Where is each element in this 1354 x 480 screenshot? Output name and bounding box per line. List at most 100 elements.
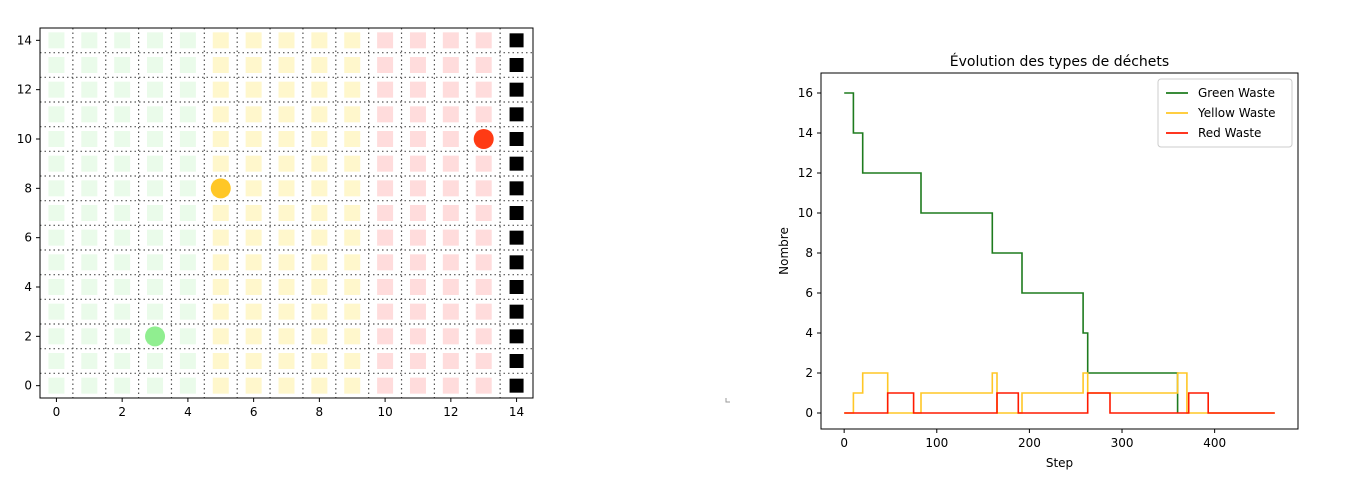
zone-cell <box>278 353 295 369</box>
zone-cell <box>442 155 459 172</box>
x-tick-label: 6 <box>250 405 258 419</box>
zone-cell <box>114 353 131 369</box>
zone-cell <box>409 106 426 123</box>
zone-cell <box>311 254 328 271</box>
zone-cell <box>409 180 426 197</box>
zone-cell <box>212 303 229 320</box>
zone-cell <box>245 353 262 369</box>
zone-cell <box>344 106 361 123</box>
zone-cell <box>377 254 394 271</box>
zone-cell <box>114 254 131 271</box>
zone-cell <box>114 205 131 221</box>
x-tick-label: 4 <box>184 405 192 419</box>
zone-cell <box>179 81 196 98</box>
zone-cell <box>179 131 196 147</box>
zone-cell <box>147 106 164 123</box>
zone-cell <box>344 328 361 345</box>
disposal-cell <box>509 329 524 344</box>
agent-marker <box>210 178 231 199</box>
disposal-cell <box>509 206 524 220</box>
zone-cell <box>48 131 65 147</box>
zone-cell <box>278 155 295 172</box>
zone-cell <box>475 229 492 246</box>
zone-cell <box>81 131 98 147</box>
x-tick-label: 0 <box>840 436 848 450</box>
y-tick-label: 0 <box>24 379 32 393</box>
zone-cell <box>311 353 328 369</box>
disposal-cell <box>509 58 524 72</box>
zone-cell <box>344 303 361 320</box>
zone-cell <box>147 131 164 147</box>
zone-cell <box>48 205 65 221</box>
zone-cell <box>311 229 328 246</box>
disposal-cell <box>509 181 524 196</box>
zone-cell <box>475 81 492 98</box>
zone-cell <box>344 279 361 295</box>
zone-cell <box>81 254 98 271</box>
zone-cell <box>409 155 426 172</box>
zone-cell <box>377 353 394 369</box>
disposal-cell <box>509 304 524 319</box>
zone-cell <box>48 377 65 394</box>
zone-cell <box>81 353 98 369</box>
zone-cell <box>48 229 65 246</box>
zone-cell <box>147 155 164 172</box>
zone-cell <box>377 377 394 394</box>
zone-cell <box>81 328 98 345</box>
disposal-cell <box>509 280 524 294</box>
zone-cell <box>48 81 65 98</box>
zone-cell <box>245 377 262 394</box>
zone-cell <box>409 377 426 394</box>
zone-cell <box>475 180 492 197</box>
zone-cell <box>442 254 459 271</box>
disposal-cell <box>509 255 524 270</box>
zone-cell <box>475 205 492 221</box>
zone-cell <box>245 81 262 98</box>
zone-cell <box>377 106 394 123</box>
zone-cell <box>475 328 492 345</box>
zone-cell <box>442 81 459 98</box>
zone-cell <box>311 32 328 49</box>
zone-cell <box>377 57 394 73</box>
zone-cell <box>147 205 164 221</box>
zone-cell <box>114 328 131 345</box>
zone-cell <box>81 303 98 320</box>
zone-cell <box>278 57 295 73</box>
zone-cell <box>212 353 229 369</box>
zone-cell <box>81 377 98 394</box>
zone-cell <box>245 57 262 73</box>
agent-marker <box>473 129 494 149</box>
zone-cell <box>278 180 295 197</box>
zone-cell <box>475 303 492 320</box>
zone-cell <box>344 377 361 394</box>
zone-cell <box>81 229 98 246</box>
zone-cell <box>442 229 459 246</box>
zone-cell <box>179 353 196 369</box>
zone-cell <box>179 106 196 123</box>
x-tick-label: 200 <box>1018 436 1041 450</box>
y-tick-label: 10 <box>798 206 813 220</box>
zone-cell <box>48 57 65 73</box>
zone-cell <box>311 377 328 394</box>
x-tick-label: 100 <box>925 436 948 450</box>
zone-cell <box>179 229 196 246</box>
zone-cell <box>48 254 65 271</box>
zone-cell <box>114 229 131 246</box>
zone-cell <box>48 328 65 345</box>
zone-cell <box>48 32 65 49</box>
zone-cell <box>147 32 164 49</box>
zone-cell <box>179 155 196 172</box>
zone-cell <box>344 81 361 98</box>
zone-cell <box>475 353 492 369</box>
zone-cell <box>311 328 328 345</box>
zone-cell <box>475 106 492 123</box>
disposal-cell <box>509 378 524 393</box>
zone-cell <box>344 229 361 246</box>
zone-cell <box>114 57 131 73</box>
y-tick-label: 6 <box>24 231 32 245</box>
zone-cell <box>377 205 394 221</box>
zone-cell <box>114 279 131 295</box>
legend-box <box>1157 78 1293 148</box>
zone-cell <box>442 353 459 369</box>
x-axis-label: Step <box>1046 456 1073 470</box>
